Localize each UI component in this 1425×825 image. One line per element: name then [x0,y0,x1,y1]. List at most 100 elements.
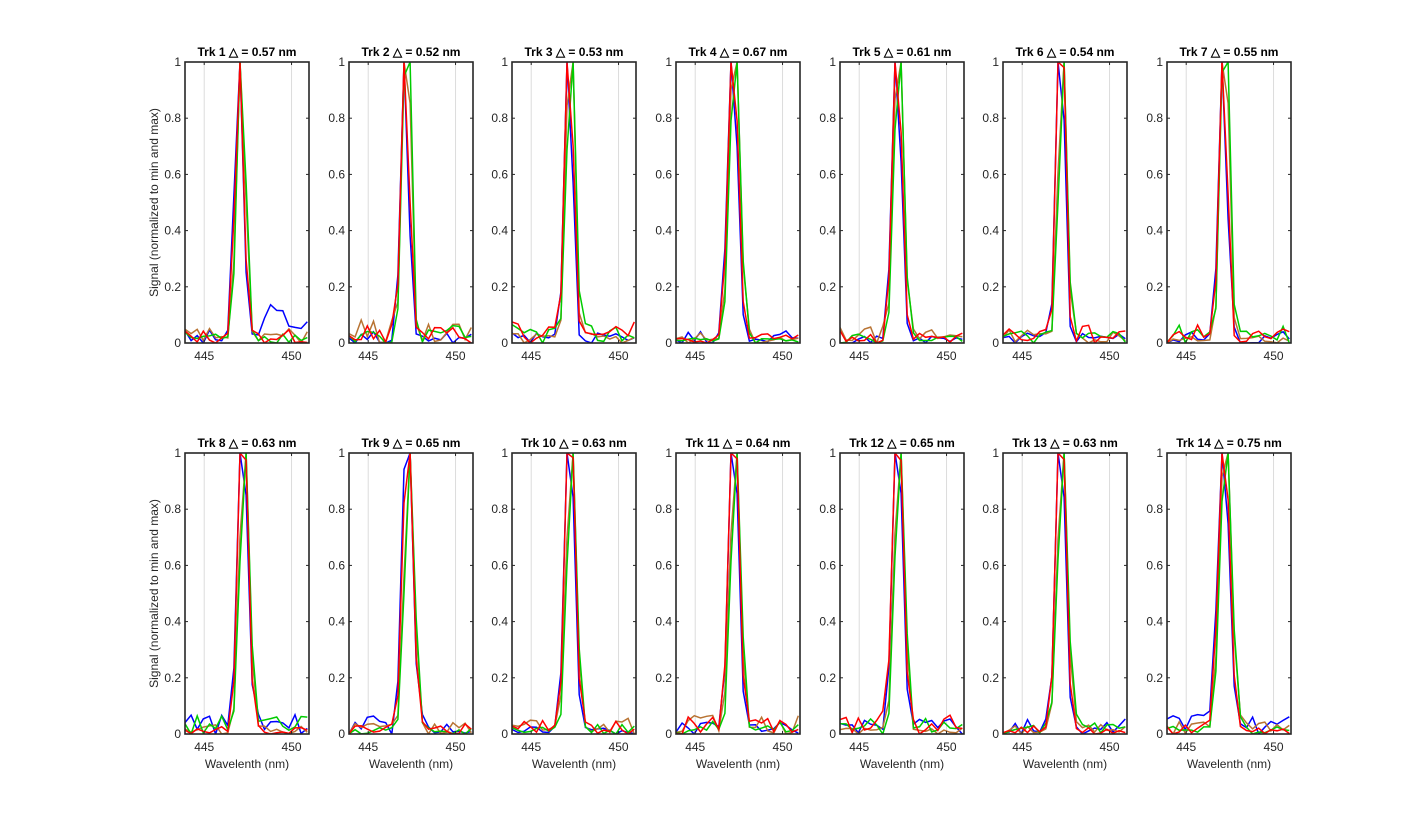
series-line-1 [185,453,308,734]
y-tick-label: 0.4 [164,615,181,629]
panel-title: Trk 9 △ = 0.65 nm [362,436,461,450]
panel-title: Trk 8 △ = 0.63 nm [198,436,297,450]
y-tick-label: 0.6 [328,167,345,181]
panel-title: Trk 14 △ = 0.75 nm [1176,436,1282,450]
x-tick-label: 450 [609,740,629,754]
y-tick-label: 0.4 [655,615,672,629]
x-tick-label: 445 [358,740,378,754]
y-tick-label: 1 [501,446,508,460]
x-tick-label: 450 [1100,740,1120,754]
series-line-4 [1003,62,1126,343]
y-tick-label: 0.6 [982,558,999,572]
x-tick-label: 450 [609,349,629,363]
y-tick-label: 0.4 [1146,224,1163,238]
y-tick-label: 0.4 [164,224,181,238]
series-line-3 [1003,62,1126,343]
y-tick-label: 0.6 [491,558,508,572]
y-tick-label: 0.8 [655,111,672,125]
panel-6: 0 0.2 0.4 0.6 0.8 1 445 450 Trk 6 △ = 0.54 nm [982,45,1128,363]
x-axis-label: Wavelenth (nm) [532,757,616,771]
panel-title: Trk 6 △ = 0.54 nm [1016,45,1115,59]
y-tick-label: 0.8 [164,502,181,516]
axes-box [348,61,474,344]
series-line-1 [1167,453,1290,734]
series-line-1 [185,62,308,343]
series-line-2 [185,453,308,734]
x-tick-label: 450 [446,740,466,754]
y-tick-label: 1 [829,55,836,69]
y-tick-label: 0.6 [328,558,345,572]
y-tick-label: 1 [829,446,836,460]
series-line-2 [1003,453,1126,734]
axes-box [839,452,965,735]
y-tick-label: 0.8 [655,502,672,516]
y-tick-label: 0.4 [982,615,999,629]
x-tick-label: 445 [358,349,378,363]
series-line-4 [840,453,963,734]
axes-box [675,452,801,735]
y-tick-label: 0 [665,727,672,741]
series-line-3 [1167,62,1290,343]
axes-box [184,452,310,735]
panel-2: 0 0.2 0.4 0.6 0.8 1 445 450 Trk 2 △ = 0.52 nm [328,45,474,363]
y-tick-label: 0.4 [328,615,345,629]
x-tick-label: 445 [194,740,214,754]
y-tick-label: 1 [174,55,181,69]
panel-title: Trk 1 △ = 0.57 nm [198,45,297,59]
y-tick-label: 0 [1156,727,1163,741]
series-line-2 [512,453,635,734]
axes-box [348,452,474,735]
y-tick-label: 0.4 [819,615,836,629]
y-tick-label: 0.8 [1146,502,1163,516]
axes-box [511,452,637,735]
y-tick-label: 0 [338,336,345,350]
x-tick-label: 445 [685,349,705,363]
y-tick-label: 0.6 [164,558,181,572]
series-line-1 [840,62,963,343]
y-tick-label: 0 [992,727,999,741]
y-tick-label: 0.2 [819,671,836,685]
x-tick-label: 450 [1264,349,1284,363]
y-tick-label: 0.6 [819,167,836,181]
y-axis-label: Signal (normalized to min and max) [147,108,161,297]
x-tick-label: 450 [773,740,793,754]
y-tick-label: 0.6 [491,167,508,181]
y-tick-label: 0.2 [1146,671,1163,685]
x-tick-label: 445 [1012,740,1032,754]
x-tick-label: 445 [521,349,541,363]
panel-title: Trk 7 △ = 0.55 nm [1180,45,1279,59]
x-tick-label: 445 [1176,740,1196,754]
y-tick-label: 1 [992,55,999,69]
series-line-3 [349,62,472,343]
axes-box [1002,61,1128,344]
x-tick-label: 445 [1176,349,1196,363]
series-line-2 [840,453,963,734]
y-tick-label: 0.8 [982,502,999,516]
series-line-1 [349,62,472,343]
panel-title: Trk 13 △ = 0.63 nm [1012,436,1118,450]
y-tick-label: 0.2 [982,280,999,294]
axes-box [1002,452,1128,735]
y-tick-label: 0.8 [819,111,836,125]
y-tick-label: 0.2 [328,280,345,294]
series-line-2 [185,62,308,343]
y-tick-label: 0.2 [655,280,672,294]
panel-14: 0 0.2 0.4 0.6 0.8 1 445 450 Trk 14 △ = 0.75 nm Wa… [1146,436,1292,771]
panel-4: 0 0.2 0.4 0.6 0.8 1 445 450 Trk 4 △ = 0.67 nm [655,45,801,363]
axes-box [1166,61,1292,344]
x-tick-label: 445 [849,740,869,754]
panel-title: Trk 12 △ = 0.65 nm [849,436,955,450]
y-tick-label: 1 [338,446,345,460]
axes-box [184,61,310,344]
x-tick-label: 445 [194,349,214,363]
y-tick-label: 0.2 [982,671,999,685]
x-tick-label: 450 [1264,740,1284,754]
series-line-3 [185,453,308,734]
series-line-3 [676,453,799,734]
x-tick-label: 445 [849,349,869,363]
series-line-4 [349,453,472,734]
y-tick-label: 0.6 [982,167,999,181]
series-line-3 [1003,453,1126,734]
panel-8: 0 0.2 0.4 0.6 0.8 1 445 450 Trk 8 △ = 0.63 nm Wav… [147,436,310,771]
y-tick-label: 0.2 [655,671,672,685]
